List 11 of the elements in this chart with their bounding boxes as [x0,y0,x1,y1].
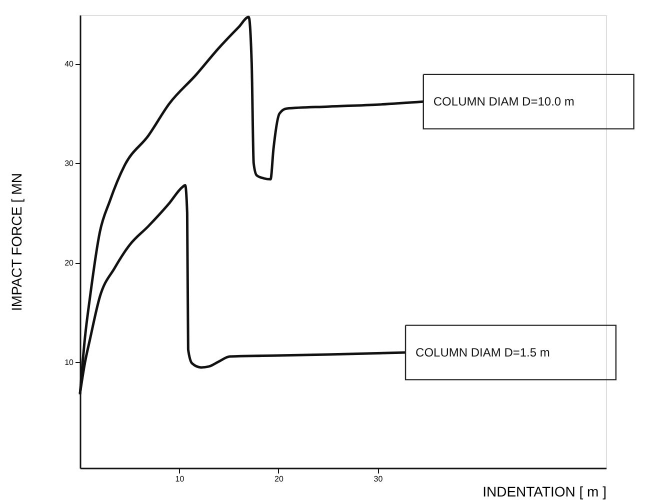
x-tick-label: 10 [175,474,185,484]
y-axis-title: IMPACT FORCE [ MN [8,173,25,311]
series-label: COLUMN DIAM D=10.0 m [433,94,574,109]
y-tick-label: 40 [64,59,74,68]
x-tick-label: 30 [374,474,384,484]
x-tick-label: 20 [274,474,284,484]
y-tick-label: 30 [64,158,74,168]
y-tick-label: 20 [64,258,74,268]
series-label: COLUMN DIAM D=1.5 m [416,346,550,360]
x-axis-title: INDENTATION [ m ] [482,484,606,500]
y-tick-label: 10 [64,358,74,367]
